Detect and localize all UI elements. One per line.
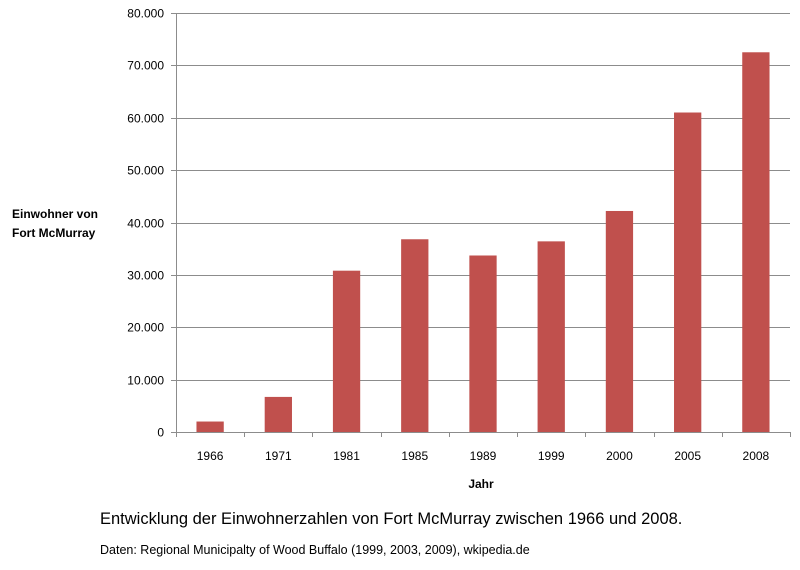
bar [674,112,702,432]
bar [605,210,634,432]
x-tick-label: 1966 [197,449,224,463]
bar [264,396,292,432]
y-tick-labels: 0 10.000 20.000 30.000 40.000 50.000 60.000 70.… [127,7,164,440]
x-tick-label: 2005 [674,449,701,463]
y-tick-label: 50.000 [127,164,164,178]
x-axis-label: Jahr [468,477,494,491]
y-tick-label: 10.000 [127,374,164,388]
x-tick-labels: 1966 1971 1981 1985 1989 1999 2000 2005 2008 [197,449,770,463]
y-tick-label: 70.000 [127,59,164,73]
bar [537,241,565,432]
source-note: Daten: Regional Municipalty of Wood Buff… [100,543,530,557]
x-tick-label: 1985 [401,449,428,463]
chart-area: 0 10.000 20.000 30.000 40.000 50.000 60.000 70.… [12,7,791,491]
bar [401,239,429,432]
bar [742,52,770,432]
y-tick-label: 80.000 [127,7,164,21]
y-tick-label: 20.000 [127,321,164,335]
bar [469,255,497,432]
x-tick-label: 1999 [538,449,565,463]
bars [196,52,770,432]
x-tick-label: 1981 [333,449,360,463]
y-tick-label: 60.000 [127,112,164,126]
chart-caption: Entwicklung der Einwohnerzahlen von Fort… [100,510,683,528]
x-tick-label: 2008 [743,449,770,463]
bar-chart: 0 10.000 20.000 30.000 40.000 50.000 60.000 70.… [127,7,791,491]
axes [171,13,791,437]
y-axis-label: Einwohner von Fort McMurray [12,207,99,240]
x-tick-label: 1971 [265,449,292,463]
bar [196,421,224,432]
y-tick-label: 40.000 [127,217,164,231]
bar [332,270,361,432]
y-tick-label: 30.000 [127,269,164,283]
x-tick-label: 1989 [470,449,497,463]
y-tick-label: 0 [157,426,164,440]
x-tick-label: 2000 [606,449,633,463]
